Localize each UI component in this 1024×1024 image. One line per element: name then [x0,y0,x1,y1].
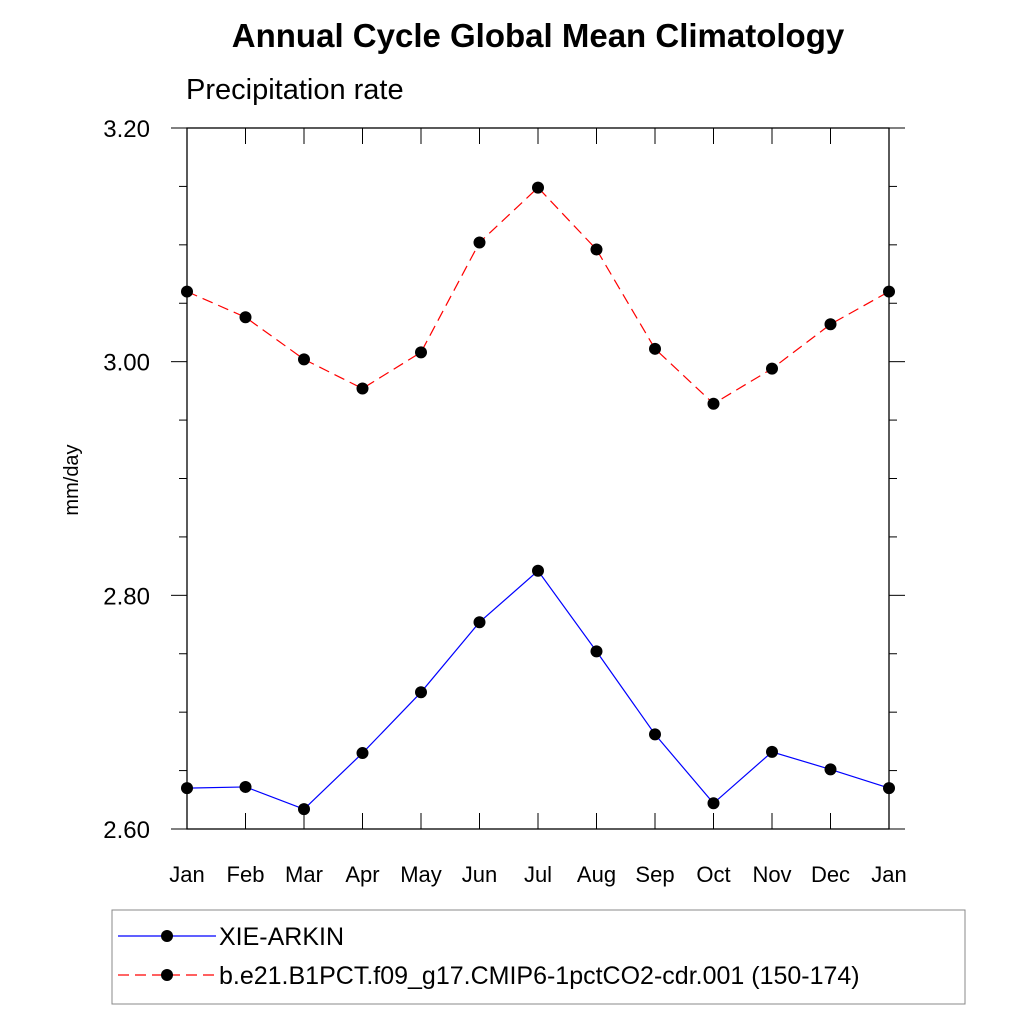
y-axis: 2.60 2.80 3.00 3.20 [103,116,905,844]
data-point [356,747,369,760]
y-tick-label: 2.80 [103,583,150,610]
data-point [181,782,193,795]
data-point [356,382,369,395]
x-tick-label: Jan [169,862,204,887]
data-point [766,745,778,758]
data-point [415,346,427,359]
data-point [298,353,310,366]
chart-title: Annual Cycle Global Mean Climatology [232,17,845,54]
plot-frame [186,127,890,830]
data-point [532,181,544,194]
plot-border [186,127,890,830]
x-tick-label: Jul [524,862,552,887]
x-tick-label: Apr [345,862,379,887]
y-tick-label: 3.20 [103,116,150,143]
y-tick-label: 2.60 [103,817,150,844]
data-point [181,285,193,298]
data-point [532,564,544,577]
data-point [649,342,661,355]
x-tick-label: Dec [811,862,850,887]
legend-label-cesm: b.e21.B1PCT.f09_g17.CMIP6-1pctCO2-cdr.00… [219,962,860,990]
data-point [473,616,486,629]
data-point [239,311,252,324]
x-tick-label: Feb [227,862,265,887]
legend-label-xie-arkin: XIE-ARKIN [219,923,344,951]
legend-box [111,909,966,1005]
data-point [766,362,778,375]
y-axis-label: mm/day [61,444,83,515]
data-point [707,397,720,410]
series-0 [181,564,895,816]
series-1 [181,181,895,410]
x-tick-label: May [400,862,442,887]
x-tick-label: Mar [285,862,323,887]
data-point [707,797,720,810]
data-point [590,243,603,256]
x-tick-label: Nov [752,862,791,887]
data-point [883,782,895,795]
y-tick-label: 3.00 [103,350,150,377]
data-point [473,236,486,249]
x-tick-label: Jan [871,862,906,887]
data-point [239,780,252,793]
data-point [415,686,427,699]
x-axis: Jan Feb Mar Apr May Jun Jul Aug Sep Oct Nov Dec Jan [169,128,907,887]
series-line [186,186,890,405]
data-point [824,318,837,331]
chart-subtitle: Precipitation rate [186,74,404,106]
legend: XIE-ARKIN b.e21.B1PCT.f09_g17.CMIP6-1pct… [111,909,966,1005]
data-point [590,645,603,658]
data-point [883,285,895,298]
series-line [186,569,890,810]
series-layer [181,181,895,816]
data-point [824,763,837,776]
x-tick-label: Sep [635,862,674,887]
legend-marker-cesm [161,969,173,981]
x-tick-label: Jun [462,862,497,887]
legend-marker-xie-arkin [161,930,173,942]
x-tick-label: Aug [577,862,616,887]
data-point [649,728,661,741]
data-point [298,803,310,816]
x-tick-label: Oct [696,862,730,887]
